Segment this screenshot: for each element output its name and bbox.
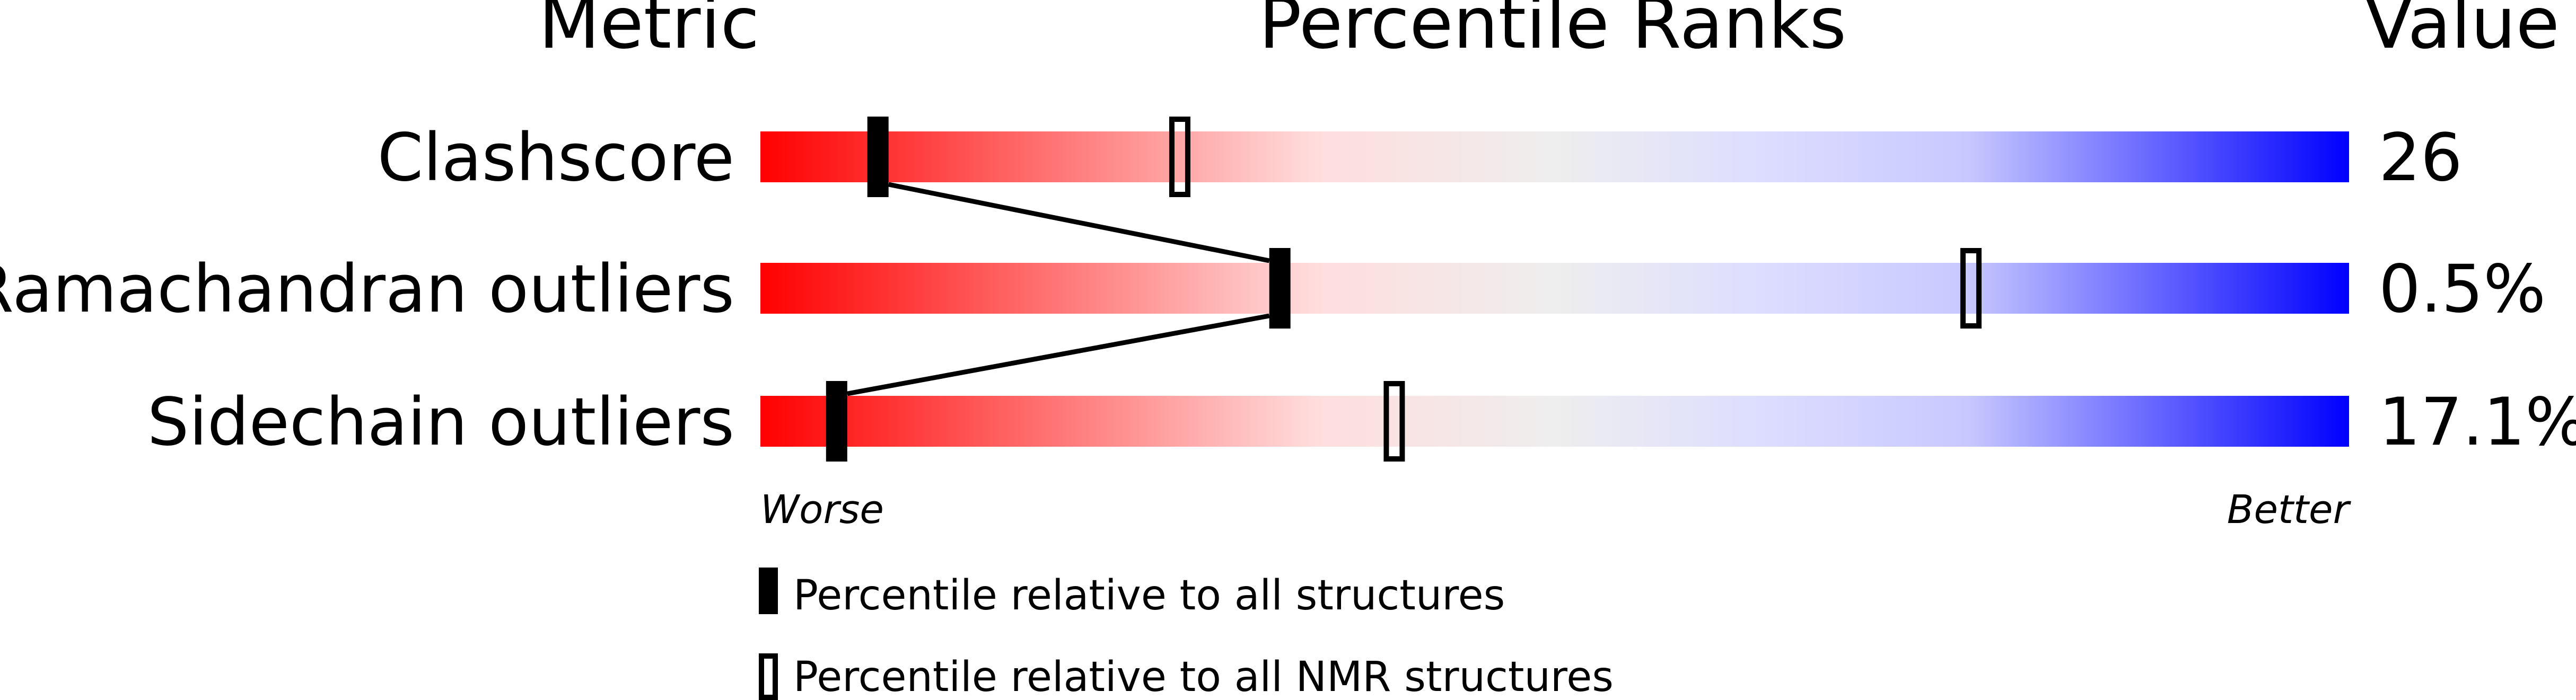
all-percentile-marker bbox=[826, 381, 847, 462]
percentile-bar bbox=[760, 263, 2349, 314]
connector-line bbox=[888, 182, 1270, 263]
connector-line bbox=[846, 313, 1270, 396]
metric-value: 0.5% bbox=[2379, 251, 2546, 327]
all-percentile-marker bbox=[1269, 248, 1291, 329]
nmr-percentile-marker bbox=[1960, 248, 1982, 329]
legend-open-marker bbox=[759, 653, 778, 700]
worse-label: Worse bbox=[760, 487, 884, 533]
header-metric: Metric bbox=[539, 0, 760, 65]
metric-value: 17.1% bbox=[2379, 384, 2576, 460]
percentile-bar bbox=[760, 396, 2349, 447]
metric-value: 26 bbox=[2379, 120, 2463, 196]
legend-filled-marker bbox=[759, 568, 778, 614]
header-percentile-ranks: Percentile Ranks bbox=[1259, 0, 1846, 65]
better-label: Better bbox=[2227, 487, 2352, 533]
percentile-bar bbox=[760, 131, 2349, 182]
header-value: Value bbox=[2364, 0, 2560, 65]
all-percentile-marker bbox=[867, 117, 889, 197]
nmr-percentile-marker bbox=[1383, 381, 1405, 462]
nmr-percentile-marker bbox=[1169, 117, 1190, 197]
legend-nmr-structures: Percentile relative to all NMR structure… bbox=[793, 653, 1614, 700]
legend-all-structures: Percentile relative to all structures bbox=[793, 572, 1505, 619]
metric-label: Clashscore bbox=[378, 120, 734, 196]
metric-label: Ramachandran outliers bbox=[0, 251, 734, 327]
metric-label: Sidechain outliers bbox=[147, 384, 734, 460]
